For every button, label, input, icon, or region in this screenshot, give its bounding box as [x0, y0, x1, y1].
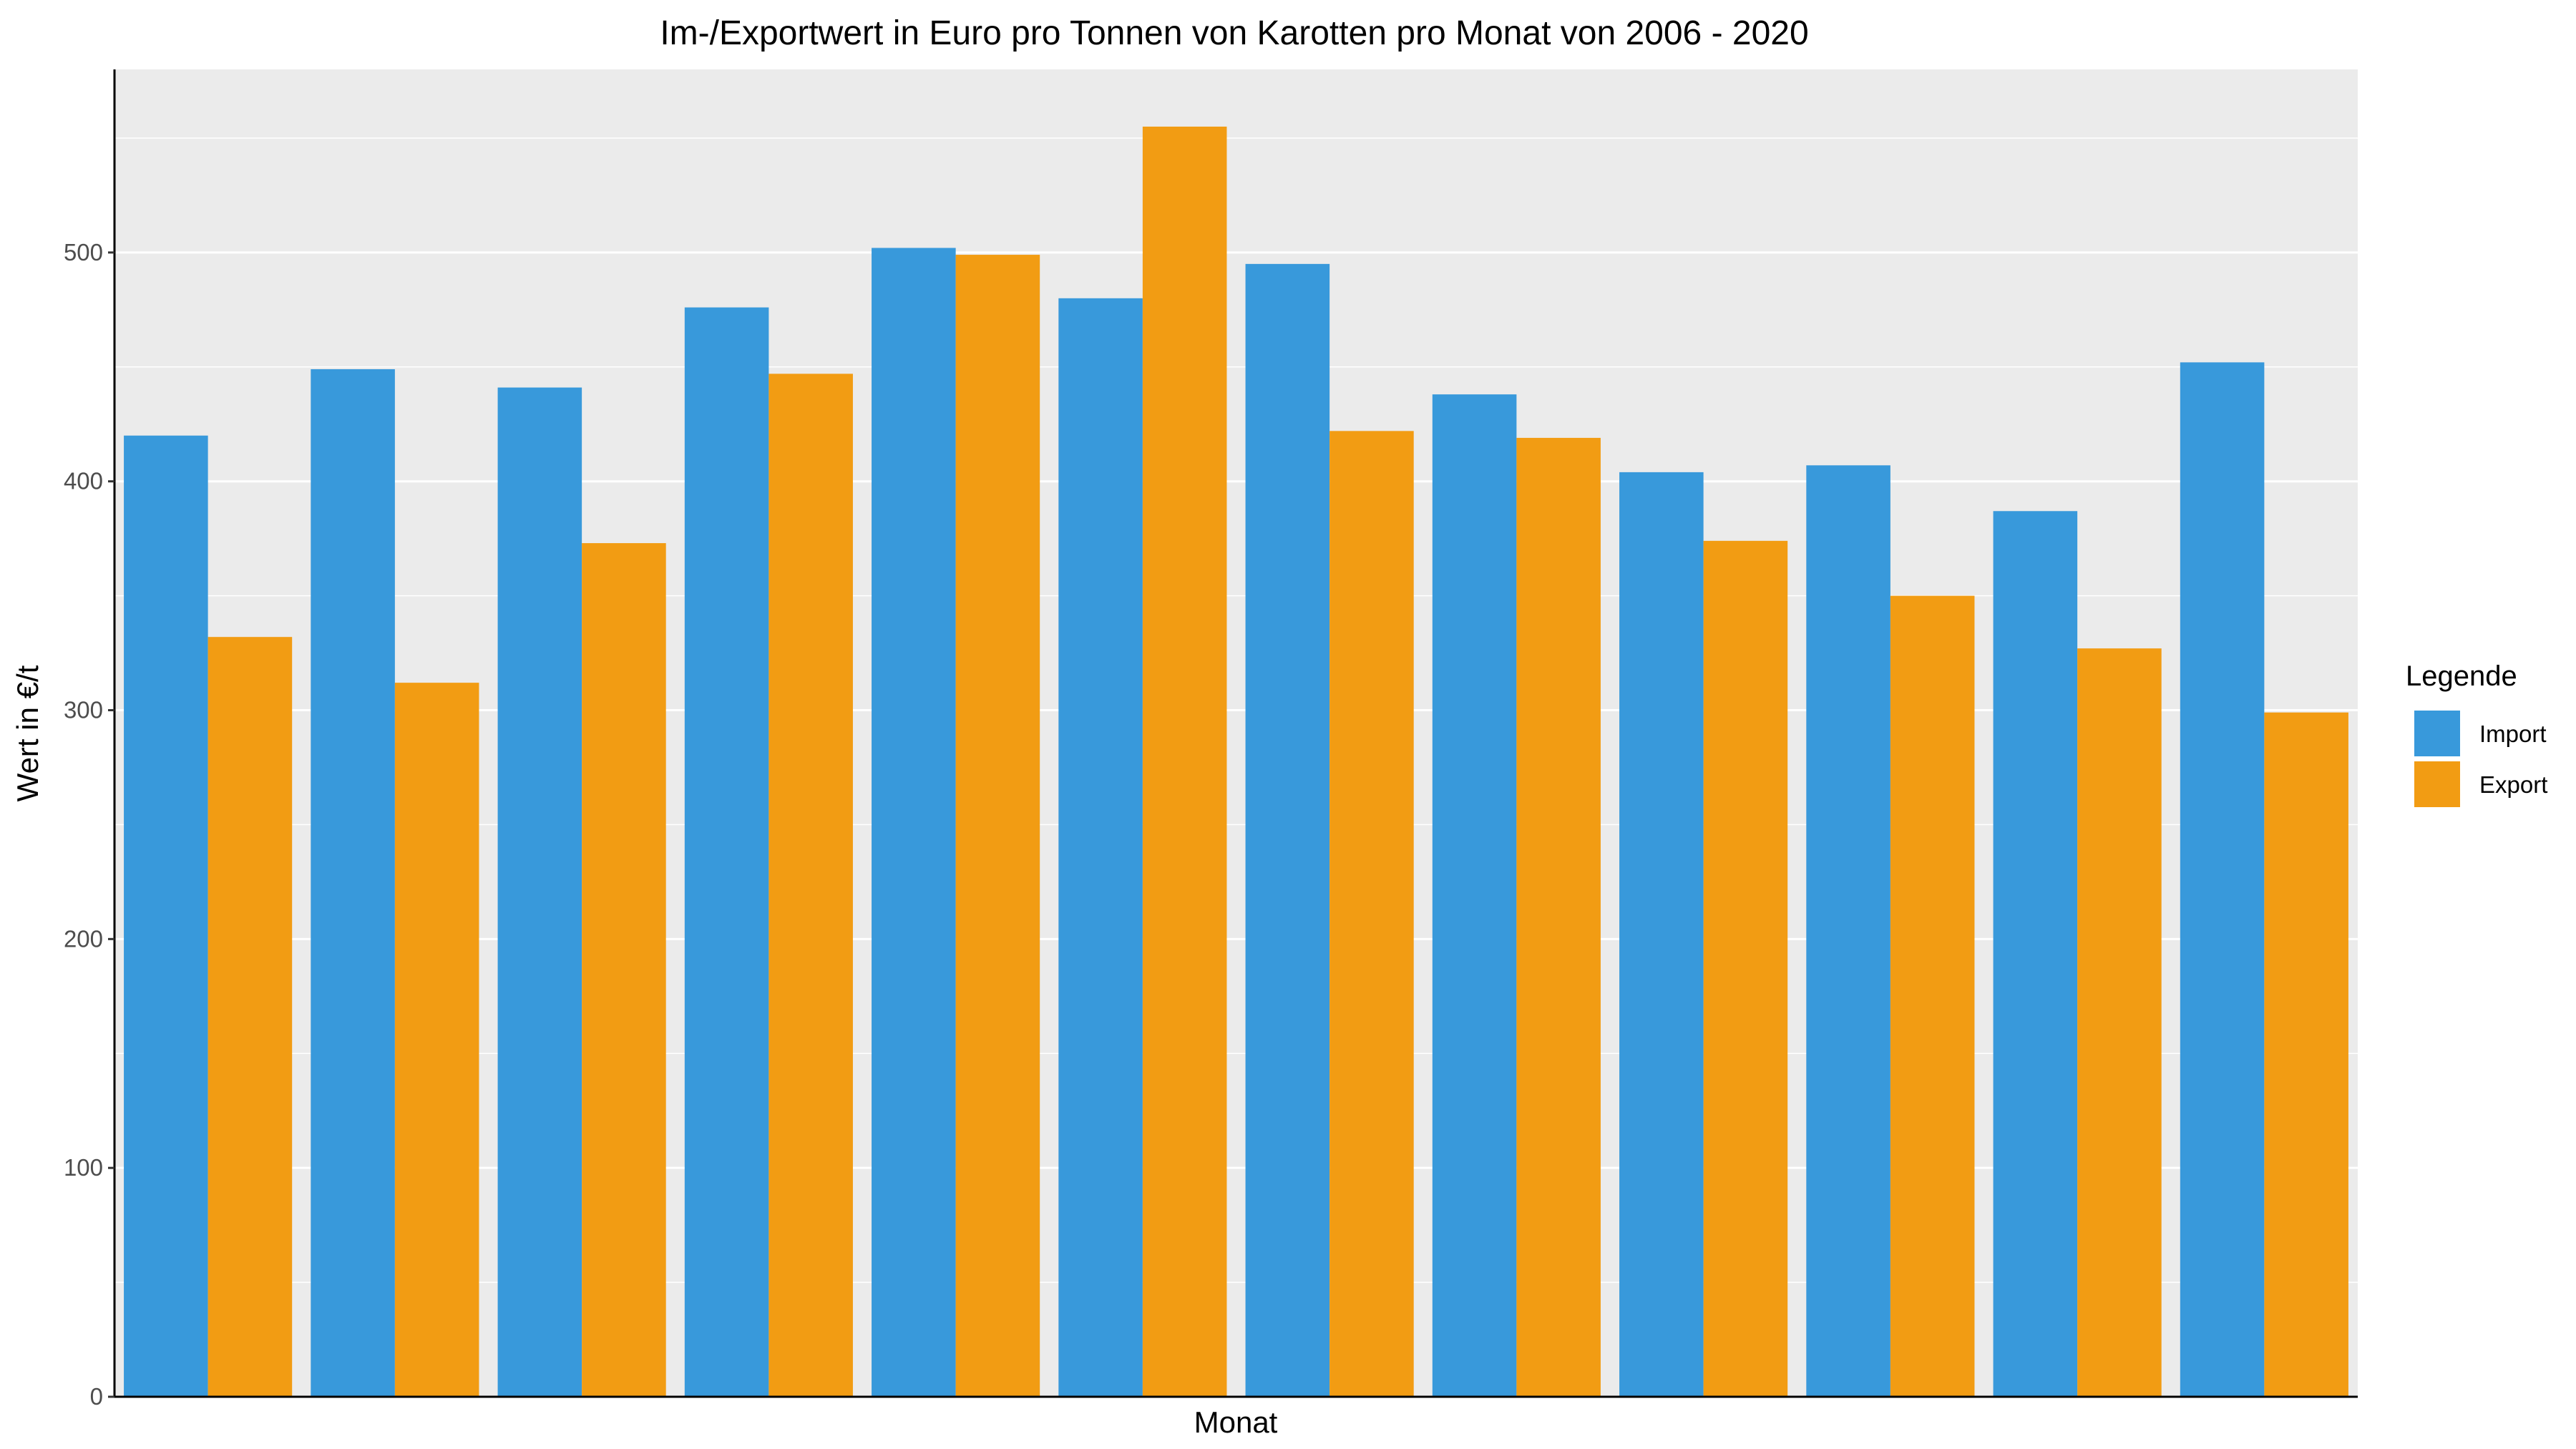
- y-tick-label: 200: [64, 925, 103, 952]
- grid-lines: [114, 137, 2358, 1283]
- y-tick-label: 400: [64, 468, 103, 494]
- bar-export-3: [582, 543, 666, 1397]
- y-tick-label: 100: [64, 1154, 103, 1181]
- bar-export-9: [1703, 540, 1788, 1397]
- bars: [124, 126, 2348, 1397]
- bar-import-3: [497, 387, 582, 1397]
- bar-import-9: [1619, 472, 1704, 1397]
- bar-import-1: [124, 435, 208, 1397]
- legend-key-import: [2414, 711, 2460, 756]
- legend-label-import: Import: [2479, 721, 2547, 747]
- bar-import-4: [684, 307, 769, 1397]
- bar-export-11: [2077, 648, 2162, 1397]
- y-axis-title: Wert in €/t: [11, 665, 44, 801]
- plot-panel: [114, 69, 2358, 1397]
- bar-export-7: [1330, 431, 1414, 1397]
- bar-import-8: [1432, 394, 1517, 1397]
- bar-import-11: [1993, 511, 2078, 1397]
- bar-export-10: [1890, 595, 1975, 1397]
- chart-title: Im-/Exportwert in Euro pro Tonnen von Ka…: [660, 14, 1808, 52]
- legend-title: Legende: [2406, 660, 2517, 692]
- bar-export-5: [955, 255, 1040, 1397]
- bar-export-6: [1142, 126, 1227, 1397]
- legend: Legende Import Export: [2406, 660, 2547, 807]
- bar-import-5: [872, 248, 956, 1397]
- bar-import-7: [1245, 263, 1330, 1397]
- y-axis-ticks: 0 100 200 300 400 500: [64, 239, 114, 1410]
- bar-import-10: [1806, 465, 1890, 1397]
- y-tick-label: 300: [64, 697, 103, 723]
- y-tick-label: 0: [90, 1383, 103, 1410]
- bar-export-8: [1516, 437, 1601, 1397]
- legend-label-export: Export: [2479, 771, 2547, 798]
- bar-import-2: [311, 369, 395, 1397]
- bar-import-6: [1058, 298, 1143, 1397]
- y-tick-label: 500: [64, 239, 103, 265]
- bar-export-12: [2264, 712, 2348, 1397]
- bar-import-12: [2180, 362, 2265, 1397]
- x-axis-title: Monat: [1194, 1405, 1278, 1439]
- bar-export-4: [769, 374, 853, 1397]
- bar-export-2: [394, 683, 479, 1397]
- bar-export-1: [208, 637, 293, 1397]
- legend-key-export: [2414, 761, 2460, 807]
